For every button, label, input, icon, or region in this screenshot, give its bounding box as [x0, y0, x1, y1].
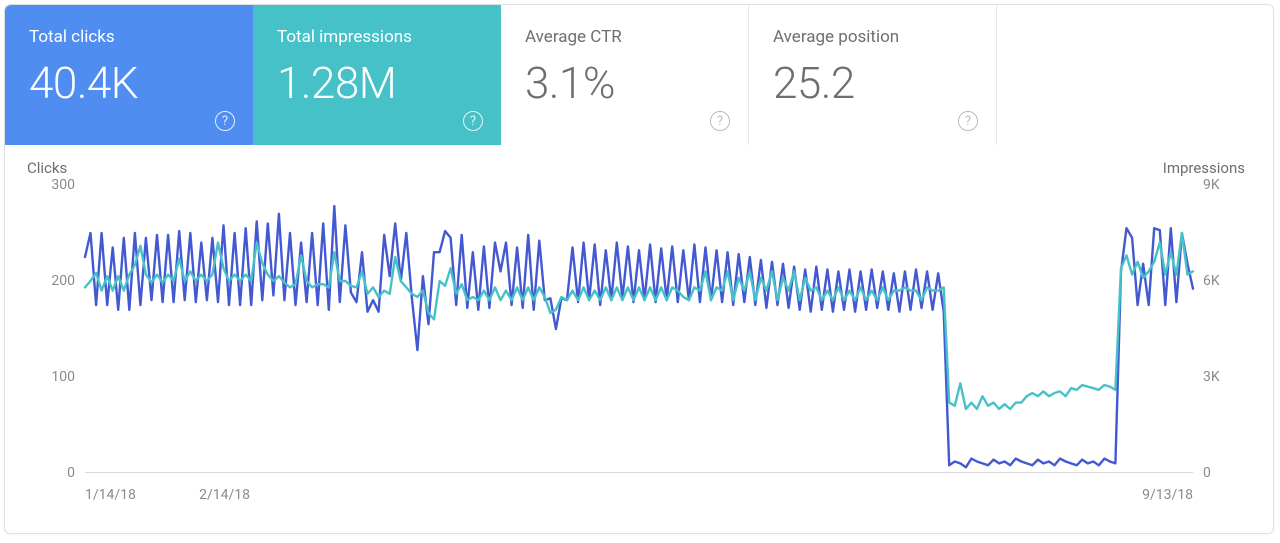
plot-area[interactable]: 010020030003K6K9K1/14/182/14/189/13/18	[85, 185, 1193, 473]
metric-average-ctr[interactable]: Average CTR 3.1%?	[501, 5, 749, 145]
y-right-tick: 6K	[1203, 273, 1220, 289]
y-left-tick: 100	[35, 369, 75, 385]
metric-label: Total clicks	[29, 27, 229, 47]
metric-value: 3.1%	[525, 57, 724, 109]
series-clicks	[85, 206, 1193, 467]
x-tick: 9/13/18	[1142, 487, 1193, 503]
metric-total-impressions[interactable]: Total impressions 1.28M?	[253, 5, 501, 145]
y-right-axis-title: Impressions	[1163, 159, 1245, 177]
y-left-tick: 0	[35, 465, 75, 481]
metric-value: 1.28M	[277, 57, 477, 109]
help-icon[interactable]: ?	[958, 111, 978, 131]
y-right-tick: 0	[1203, 465, 1211, 481]
performance-card: Total clicks 40.4K? Total impressions 1.28M…	[4, 4, 1274, 534]
metric-label: Average position	[773, 27, 972, 47]
help-icon[interactable]: ?	[215, 111, 235, 131]
chart-area: Clicks Impressions 010020030003K6K9K1/14…	[5, 145, 1273, 533]
metrics-row: Total clicks 40.4K? Total impressions 1.28M…	[5, 5, 1273, 145]
metric-average-position[interactable]: Average position 25.2?	[749, 5, 997, 145]
y-right-tick: 3K	[1203, 369, 1220, 385]
metric-value: 40.4K	[29, 57, 229, 109]
metric-total-clicks[interactable]: Total clicks 40.4K?	[5, 5, 253, 145]
help-icon[interactable]: ?	[710, 111, 730, 131]
y-left-tick: 200	[35, 273, 75, 289]
metric-value: 25.2	[773, 57, 972, 109]
help-icon[interactable]: ?	[463, 111, 483, 131]
y-left-tick: 300	[35, 177, 75, 193]
chart-lines	[85, 185, 1193, 473]
x-tick: 2/14/18	[199, 487, 250, 503]
y-right-tick: 9K	[1203, 177, 1220, 193]
metric-label: Average CTR	[525, 27, 724, 47]
metric-label: Total impressions	[277, 27, 477, 47]
x-tick: 1/14/18	[85, 487, 136, 503]
y-left-axis-title: Clicks	[27, 159, 67, 177]
